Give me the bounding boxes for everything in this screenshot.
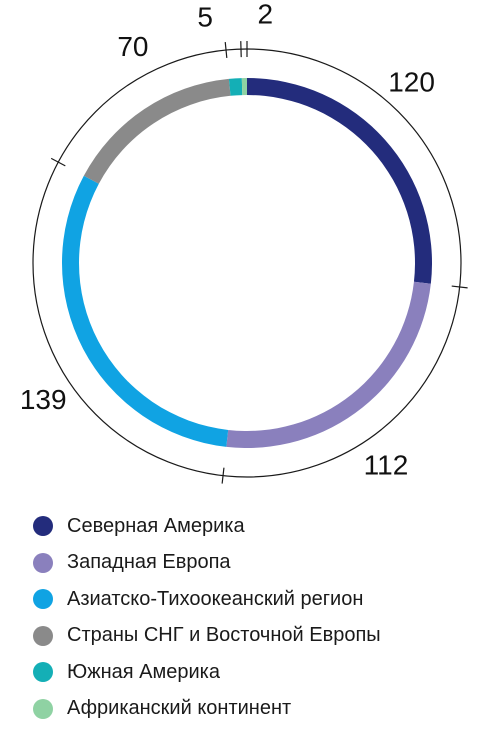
- legend-swatch: [33, 589, 53, 610]
- legend-item: Южная Америка: [33, 654, 381, 691]
- donut-slice: [247, 78, 433, 284]
- donut-chart: 120 112 139 70 5 2: [20, 0, 468, 484]
- value-label: 70: [117, 31, 148, 62]
- donut-slice: [61, 175, 229, 447]
- legend-item: Азиатско-Тихоокеанский регион: [33, 581, 381, 618]
- segment-tick: [451, 285, 468, 289]
- segment-tick: [50, 157, 66, 167]
- segment-boundary-ticks: [50, 41, 468, 484]
- legend-label: Западная Европа: [67, 551, 231, 574]
- donut-slices: [61, 77, 433, 449]
- segment-tick: [224, 42, 228, 59]
- legend-label: Страны СНГ и Восточной Европы: [67, 624, 381, 647]
- legend-swatch: [33, 516, 53, 537]
- legend-label: Африканский континент: [67, 697, 292, 720]
- legend-item: Северная Америка: [33, 508, 381, 545]
- legend-item: Африканский континент: [33, 691, 381, 728]
- legend-label: Азиатско-Тихоокеанский регион: [67, 587, 364, 610]
- legend-swatch: [33, 552, 53, 573]
- legend-label: Южная Америка: [67, 660, 220, 683]
- outer-ring: [32, 48, 462, 478]
- legend-swatch: [33, 625, 53, 646]
- value-labels: 120 112 139 70 5 2: [20, 0, 435, 481]
- legend-item: Западная Европа: [33, 545, 381, 582]
- legend-label: Северная Америка: [67, 514, 245, 537]
- value-label: 112: [364, 450, 409, 481]
- donut-slice: [241, 77, 247, 96]
- value-label: 5: [197, 2, 213, 33]
- value-label: 139: [20, 384, 67, 415]
- donut-slice: [226, 281, 431, 449]
- donut-slice: [83, 78, 231, 184]
- segment-tick: [221, 467, 225, 484]
- value-label: 120: [388, 67, 435, 98]
- value-label: 2: [258, 0, 274, 30]
- legend-swatch: [33, 662, 53, 683]
- legend-item: Страны СНГ и Восточной Европы: [33, 618, 381, 655]
- legend-swatch: [33, 698, 53, 719]
- legend: Северная Америка Западная Европа Азиатско-…: [33, 508, 381, 727]
- donut-slice: [228, 78, 243, 96]
